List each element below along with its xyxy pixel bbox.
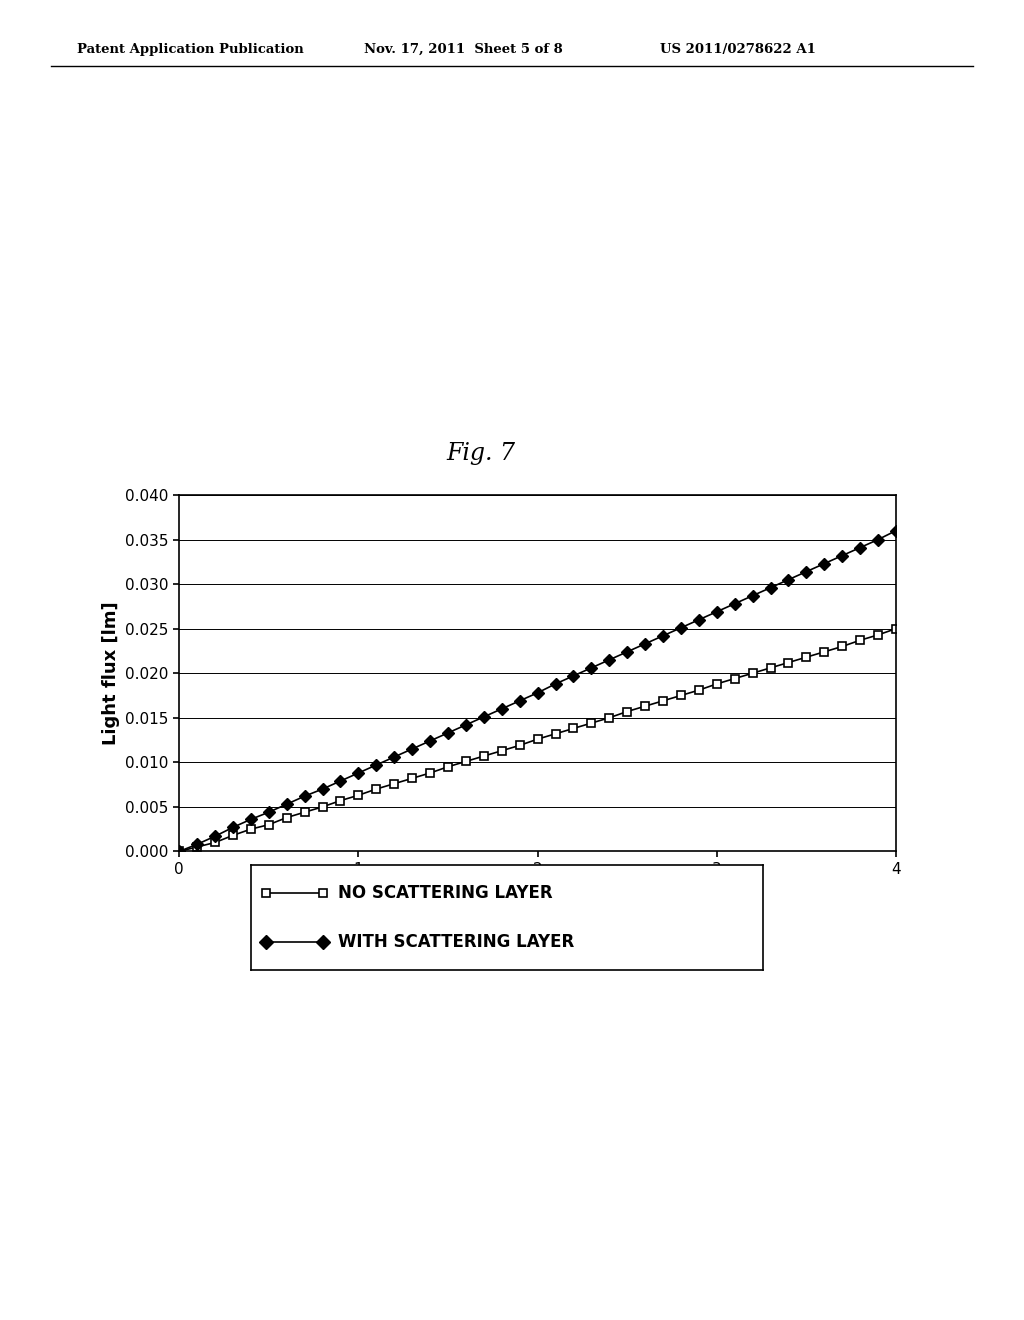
- WITH SCATTERING LAYER: [299, 788, 311, 804]
- WITH SCATTERING LAYER: [531, 685, 544, 701]
- WITH SCATTERING LAYER: [209, 829, 221, 845]
- Text: US 2011/0278622 A1: US 2011/0278622 A1: [660, 42, 816, 55]
- WITH SCATTERING LAYER: [352, 766, 365, 781]
- WITH SCATTERING LAYER: [477, 709, 489, 725]
- WITH SCATTERING LAYER: [621, 644, 633, 660]
- WITH SCATTERING LAYER: [190, 837, 203, 853]
- NO SCATTERING LAYER: [531, 731, 544, 747]
- WITH SCATTERING LAYER: [567, 668, 580, 684]
- NO SCATTERING LAYER: [406, 771, 418, 787]
- WITH SCATTERING LAYER: [173, 843, 185, 859]
- NO SCATTERING LAYER: [513, 738, 526, 754]
- WITH SCATTERING LAYER: [334, 774, 346, 789]
- WITH SCATTERING LAYER: [226, 820, 239, 836]
- NO SCATTERING LAYER: [764, 660, 776, 676]
- WITH SCATTERING LAYER: [424, 733, 436, 748]
- NO SCATTERING LAYER: [836, 639, 848, 655]
- WITH SCATTERING LAYER: [585, 660, 597, 676]
- WITH SCATTERING LAYER: [746, 587, 759, 603]
- NO SCATTERING LAYER: [657, 693, 670, 709]
- Text: WITH SCATTERING LAYER: WITH SCATTERING LAYER: [338, 933, 574, 950]
- NO SCATTERING LAYER: [299, 804, 311, 820]
- NO SCATTERING LAYER: [549, 726, 561, 742]
- WITH SCATTERING LAYER: [639, 636, 651, 652]
- NO SCATTERING LAYER: [371, 781, 383, 797]
- Text: Fig. 7: Fig. 7: [446, 442, 516, 465]
- NO SCATTERING LAYER: [639, 698, 651, 714]
- WITH SCATTERING LAYER: [800, 564, 812, 579]
- WITH SCATTERING LAYER: [871, 532, 884, 548]
- NO SCATTERING LAYER: [621, 704, 633, 719]
- WITH SCATTERING LAYER: [854, 540, 866, 556]
- NO SCATTERING LAYER: [782, 655, 795, 671]
- Text: Patent Application Publication: Patent Application Publication: [77, 42, 303, 55]
- WITH SCATTERING LAYER: [371, 758, 383, 774]
- WITH SCATTERING LAYER: [316, 781, 329, 797]
- NO SCATTERING LAYER: [209, 834, 221, 850]
- WITH SCATTERING LAYER: [513, 693, 526, 709]
- NO SCATTERING LAYER: [675, 688, 687, 704]
- NO SCATTERING LAYER: [262, 817, 274, 833]
- NO SCATTERING LAYER: [460, 754, 472, 770]
- NO SCATTERING LAYER: [190, 840, 203, 855]
- NO SCATTERING LAYER: [424, 766, 436, 781]
- NO SCATTERING LAYER: [800, 649, 812, 665]
- NO SCATTERING LAYER: [441, 759, 454, 775]
- NO SCATTERING LAYER: [854, 632, 866, 648]
- WITH SCATTERING LAYER: [406, 741, 418, 756]
- Y-axis label: Light flux [lm]: Light flux [lm]: [101, 602, 120, 744]
- NO SCATTERING LAYER: [692, 682, 705, 698]
- WITH SCATTERING LAYER: [764, 579, 776, 595]
- NO SCATTERING LAYER: [388, 776, 400, 792]
- NO SCATTERING LAYER: [173, 843, 185, 859]
- NO SCATTERING LAYER: [352, 787, 365, 803]
- NO SCATTERING LAYER: [818, 644, 830, 660]
- WITH SCATTERING LAYER: [675, 620, 687, 636]
- WITH SCATTERING LAYER: [262, 804, 274, 820]
- WITH SCATTERING LAYER: [729, 595, 741, 611]
- Line: NO SCATTERING LAYER: NO SCATTERING LAYER: [175, 624, 900, 855]
- WITH SCATTERING LAYER: [711, 603, 723, 619]
- WITH SCATTERING LAYER: [441, 725, 454, 741]
- Text: NO SCATTERING LAYER: NO SCATTERING LAYER: [338, 884, 553, 902]
- WITH SCATTERING LAYER: [245, 812, 257, 828]
- NO SCATTERING LAYER: [316, 799, 329, 814]
- NO SCATTERING LAYER: [334, 793, 346, 809]
- WITH SCATTERING LAYER: [692, 612, 705, 628]
- NO SCATTERING LAYER: [585, 715, 597, 731]
- WITH SCATTERING LAYER: [281, 796, 293, 812]
- NO SCATTERING LAYER: [711, 676, 723, 692]
- WITH SCATTERING LAYER: [818, 556, 830, 572]
- NO SCATTERING LAYER: [245, 821, 257, 837]
- WITH SCATTERING LAYER: [460, 717, 472, 733]
- WITH SCATTERING LAYER: [603, 652, 615, 668]
- WITH SCATTERING LAYER: [657, 628, 670, 644]
- WITH SCATTERING LAYER: [890, 523, 902, 539]
- Line: WITH SCATTERING LAYER: WITH SCATTERING LAYER: [175, 527, 900, 855]
- NO SCATTERING LAYER: [746, 665, 759, 681]
- NO SCATTERING LAYER: [496, 743, 508, 759]
- Text: Nov. 17, 2011  Sheet 5 of 8: Nov. 17, 2011 Sheet 5 of 8: [364, 42, 562, 55]
- WITH SCATTERING LAYER: [836, 548, 848, 564]
- NO SCATTERING LAYER: [567, 721, 580, 737]
- WITH SCATTERING LAYER: [782, 572, 795, 587]
- NO SCATTERING LAYER: [603, 710, 615, 726]
- NO SCATTERING LAYER: [477, 748, 489, 764]
- NO SCATTERING LAYER: [871, 627, 884, 643]
- X-axis label: Current [mA]: Current [mA]: [471, 882, 604, 900]
- NO SCATTERING LAYER: [890, 620, 902, 636]
- WITH SCATTERING LAYER: [549, 676, 561, 692]
- WITH SCATTERING LAYER: [496, 701, 508, 717]
- NO SCATTERING LAYER: [281, 809, 293, 825]
- NO SCATTERING LAYER: [729, 671, 741, 686]
- WITH SCATTERING LAYER: [388, 748, 400, 764]
- NO SCATTERING LAYER: [226, 828, 239, 843]
